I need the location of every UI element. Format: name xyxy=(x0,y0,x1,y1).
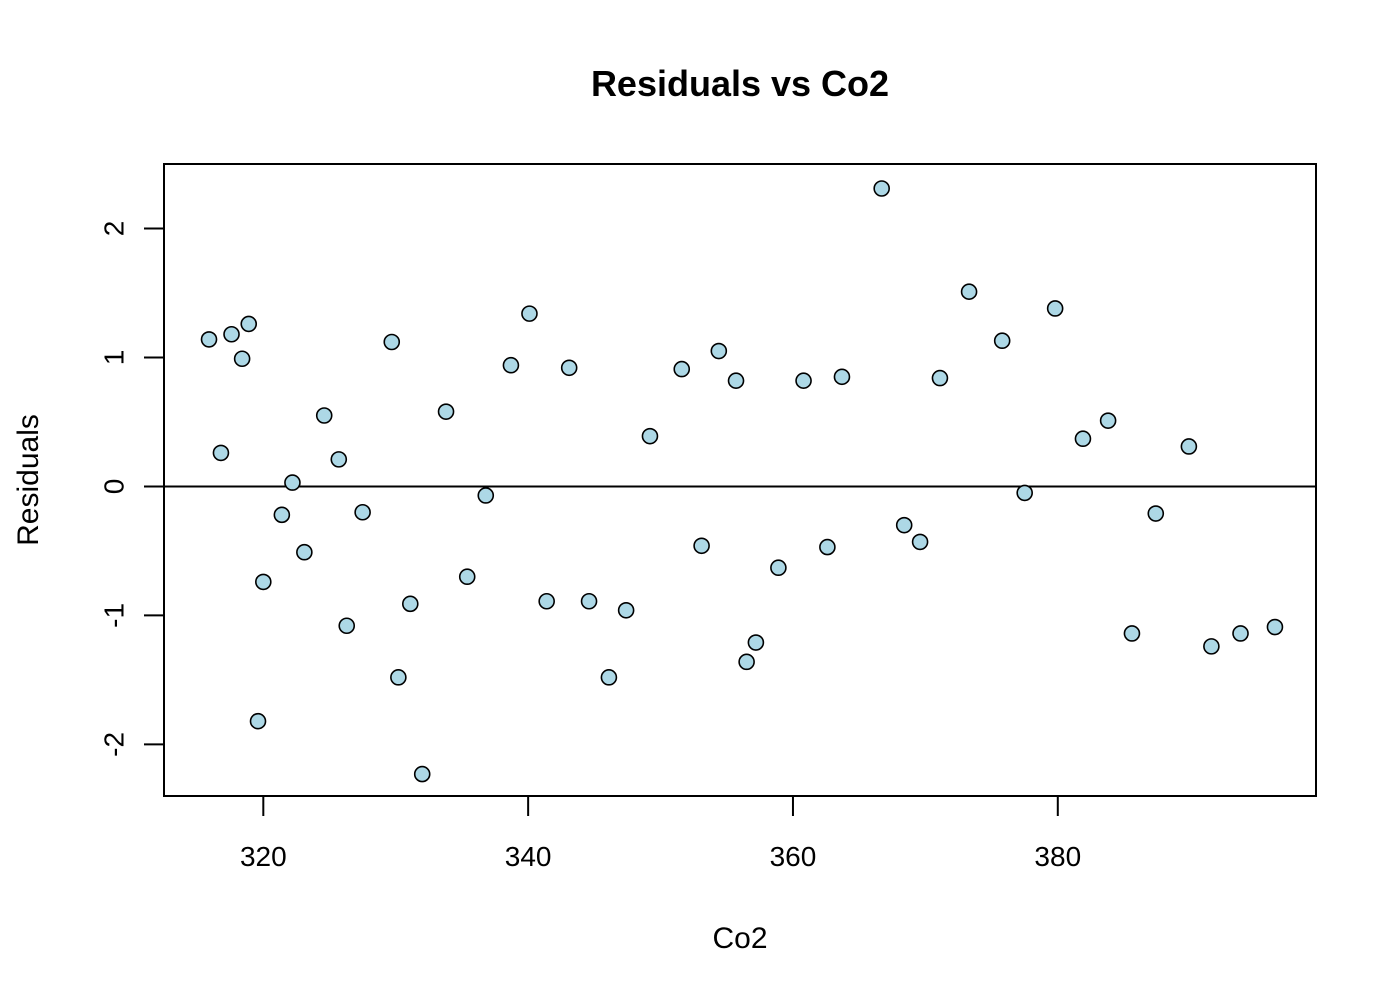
data-point xyxy=(273,506,291,524)
data-point xyxy=(738,653,755,671)
data-point xyxy=(1180,438,1198,455)
y-tick-label: -1 xyxy=(99,603,130,628)
data-point xyxy=(1016,484,1033,502)
data-point xyxy=(617,601,635,619)
data-point xyxy=(390,669,407,686)
data-point xyxy=(383,333,401,351)
data-point xyxy=(538,592,555,610)
data-point xyxy=(240,315,258,333)
data-point xyxy=(249,712,267,730)
y-axis-label: Residuals xyxy=(12,414,45,546)
y-axis: -2 -1 0 1 2 xyxy=(99,221,164,757)
data-point xyxy=(1147,505,1165,522)
chart-title: Residuals vs Co2 xyxy=(591,63,889,104)
data-point xyxy=(413,765,431,783)
data-point xyxy=(401,595,419,613)
data-point xyxy=(315,407,333,424)
data-point xyxy=(993,332,1011,350)
data-point xyxy=(710,342,728,360)
data-point xyxy=(330,451,348,468)
data-point xyxy=(1123,625,1141,642)
data-point xyxy=(911,533,929,551)
data-point xyxy=(795,372,812,389)
plot-frame xyxy=(163,163,1317,797)
x-axis: 320 340 360 380 xyxy=(240,796,1081,872)
x-tick-label: 360 xyxy=(770,841,817,872)
data-point xyxy=(873,180,890,197)
data-point xyxy=(1266,618,1284,636)
x-axis-label: Co2 xyxy=(712,922,767,955)
data-point xyxy=(580,592,598,610)
data-point xyxy=(931,369,949,387)
data-points xyxy=(200,180,1284,783)
x-tick-label: 320 xyxy=(240,841,287,872)
data-point xyxy=(727,372,745,389)
data-point xyxy=(833,368,851,386)
y-tick-label: 0 xyxy=(99,479,130,495)
data-point xyxy=(223,325,240,343)
data-point xyxy=(560,359,578,377)
data-point xyxy=(693,537,710,555)
data-point xyxy=(1074,430,1092,448)
data-point xyxy=(200,331,218,348)
data-point xyxy=(819,538,836,556)
data-point xyxy=(477,487,495,504)
data-point xyxy=(354,503,371,521)
data-point xyxy=(1203,638,1220,655)
data-point xyxy=(673,360,691,378)
data-point xyxy=(747,634,765,651)
data-point xyxy=(600,669,618,686)
data-point xyxy=(502,356,520,374)
data-point xyxy=(641,427,659,445)
data-point xyxy=(284,474,301,491)
data-point xyxy=(1232,625,1249,642)
x-tick-label: 380 xyxy=(1034,841,1081,872)
y-tick-label: 1 xyxy=(99,350,130,366)
data-point xyxy=(458,568,476,586)
data-point xyxy=(895,516,913,534)
data-point xyxy=(255,573,272,591)
data-point xyxy=(212,444,230,462)
data-point xyxy=(1046,300,1064,317)
data-point xyxy=(296,543,313,561)
data-point xyxy=(437,403,455,420)
x-tick-label: 340 xyxy=(505,841,552,872)
data-point xyxy=(1099,412,1117,429)
y-tick-label: 2 xyxy=(99,221,130,237)
data-point xyxy=(521,305,538,322)
y-tick-label: -2 xyxy=(99,732,130,757)
data-point xyxy=(338,617,356,635)
data-point xyxy=(960,283,978,300)
data-point xyxy=(770,559,787,577)
data-point xyxy=(233,350,251,368)
